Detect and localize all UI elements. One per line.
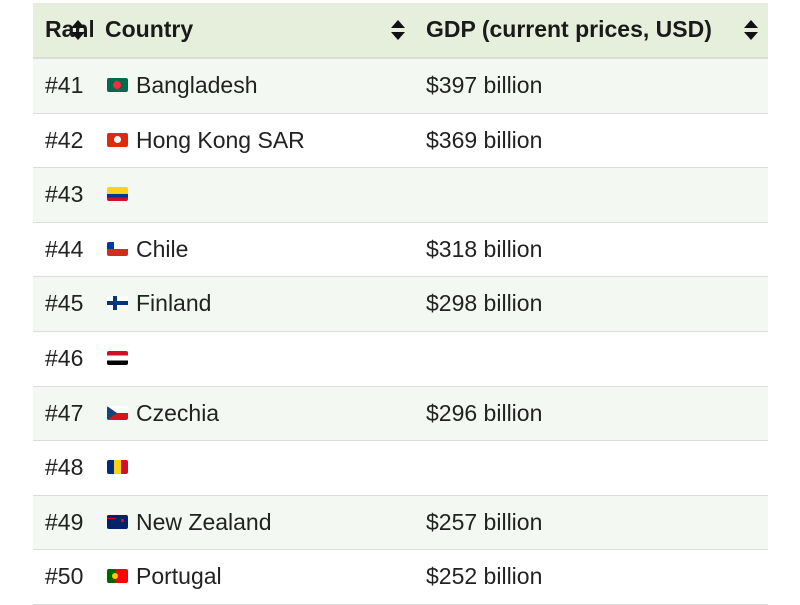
gdp-cell: $318 billion [426,235,543,262]
rank-cell: #49 [45,508,84,535]
country-cell: Portugal [136,563,222,590]
country-column-header[interactable]: Country [105,16,194,42]
rank-column-header[interactable]: Rank [45,16,93,42]
bangladesh-flag-icon [107,78,128,92]
table-row[interactable]: #47 Czechia $296 billion [33,386,768,442]
gdp-cell: $369 billion [426,126,543,153]
rank-cell: #41 [45,72,84,98]
country-cell: Czechia [136,399,220,426]
country-cell: Finland [136,290,212,317]
table-header: Rank Country GDP (current prices, USD) [33,3,768,59]
iraq-flag-icon: Iraq $297 billion [107,350,128,365]
finland-flag-icon [107,296,128,311]
rank-cell: #43 [45,181,84,208]
chile-flag-icon [107,241,128,256]
portugal-flag-icon [107,569,128,584]
gdp-cell: $397 billion [426,72,543,98]
gdp-cell: $298 billion [426,290,543,317]
colombia-flag-icon: Colombia $351 billion [107,187,128,202]
country-sort-icon[interactable] [391,20,405,40]
rank-cell: #46 [45,344,84,371]
country-cell: Chile [136,235,189,262]
gdp-cell: $296 billion [426,399,543,426]
table-row[interactable]: #46 Iraq $297 billion [33,332,768,387]
country-cell: Bangladesh [136,72,258,98]
table-row[interactable]: #49 New Zealand $257 billion [33,495,768,551]
gdp-table: Rank Country GDP (current prices, USD) #… [33,3,768,605]
table-row[interactable]: #41 Bangladesh $397 billion [33,59,768,114]
table-row[interactable]: #48 Romania $287 billion [33,441,768,496]
country-cell: New Zealand [136,508,272,535]
rank-sort-icon[interactable] [71,20,85,40]
gdp-cell: $252 billion [426,563,543,590]
rank-cell: #44 [45,235,84,262]
rank-cell: #45 [45,290,84,317]
table-row[interactable]: #45 Finland $298 billion [33,277,768,332]
table-row[interactable]: #44 Chile $318 billion [33,223,768,278]
rank-cell: #48 [45,454,84,481]
hong-kong-flag-icon [107,132,128,147]
table-row[interactable]: #43 Colombia $351 billion [33,168,768,223]
romania-flag-icon: Romania $287 billion [107,460,128,475]
rank-cell: #50 [45,563,84,590]
country-cell: Hong Kong SAR [136,126,305,153]
table-row[interactable]: #50 Portugal $252 billion [33,550,768,605]
new-zealand-flag-icon [107,514,128,529]
rank-cell: #42 [45,126,84,153]
rank-cell: #47 [45,399,84,426]
gdp-column-header[interactable]: GDP (current prices, USD) [426,16,712,42]
czechia-flag-icon [107,405,128,420]
gdp-cell: $257 billion [426,508,543,535]
table-row[interactable]: #42 Hong Kong SAR $369 billion [33,114,768,169]
gdp-sort-icon[interactable] [744,20,758,40]
